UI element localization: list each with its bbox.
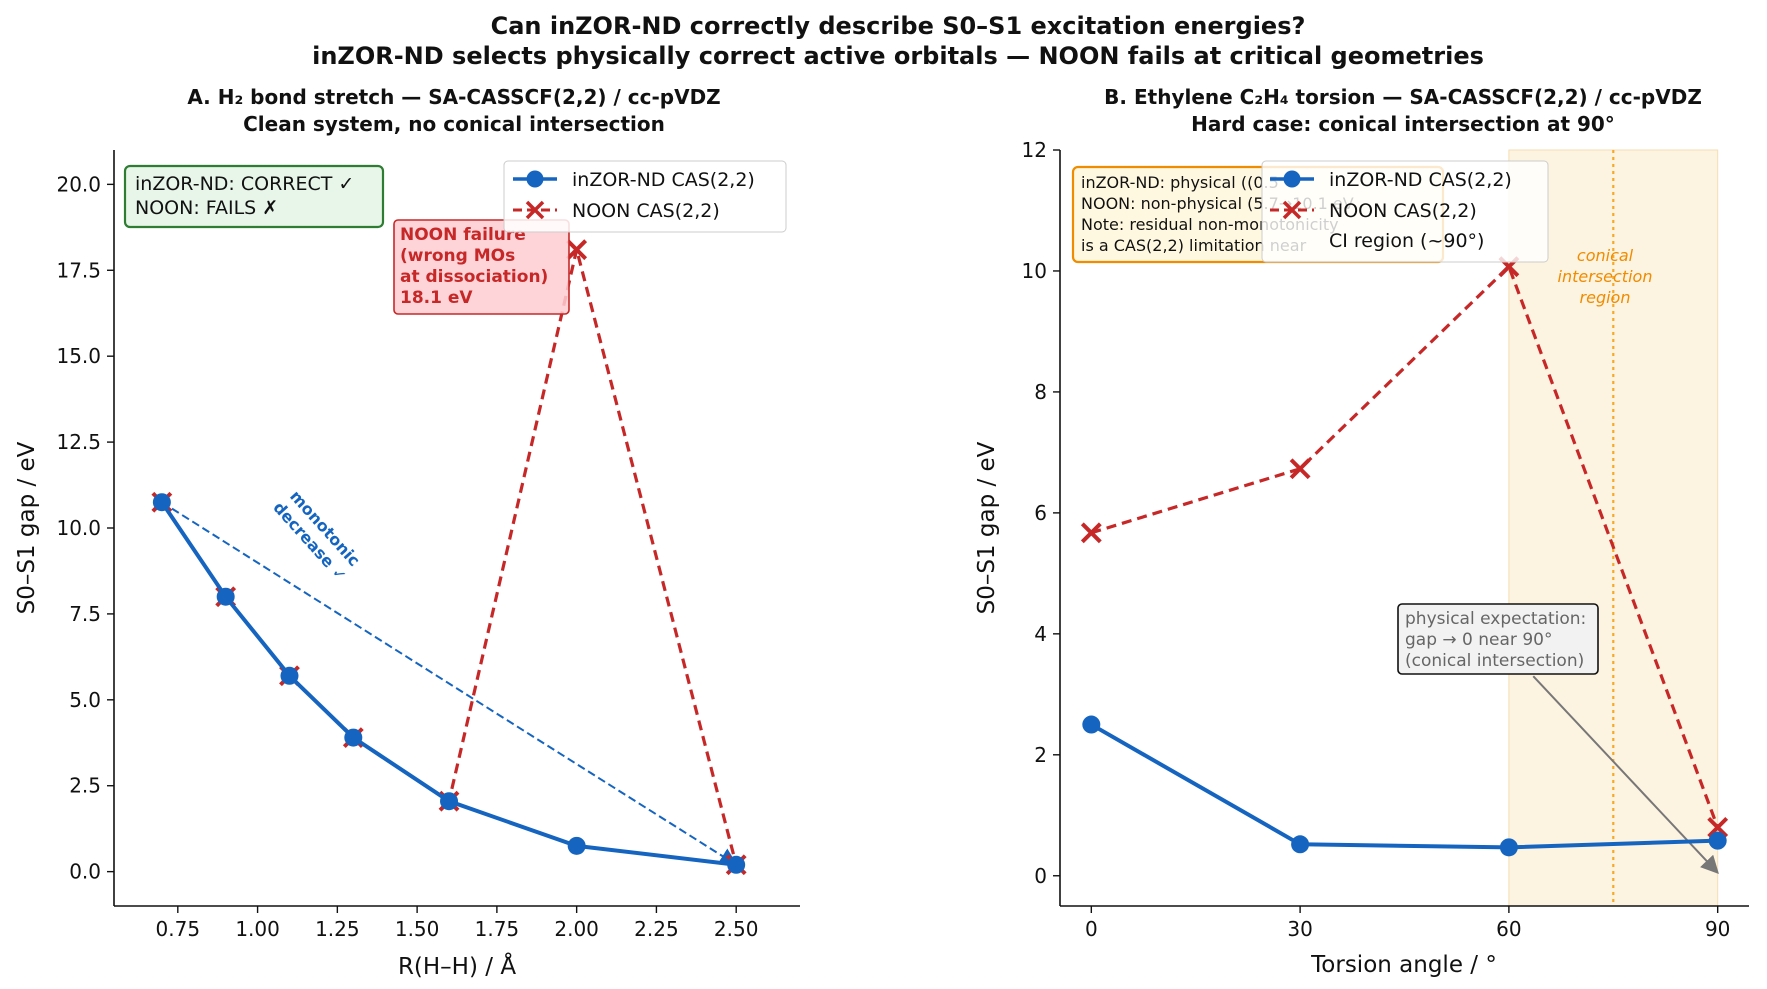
panel-a-inzor-point — [440, 792, 459, 811]
panel-b-ytick-label: 0 — [1034, 864, 1047, 888]
panel-b-noon-point — [1289, 458, 1311, 480]
panel-b-inzor-line — [1090, 722, 1718, 850]
panel-b-ytick-label: 10 — [1022, 259, 1047, 283]
panel-b-subtitle: Hard case: conical intersection at 90° — [1191, 112, 1615, 136]
noon-failure-line3: at dissociation) — [400, 267, 548, 287]
noon-failure-box — [393, 219, 570, 315]
suptitle-line2: inZOR-ND selects physically correct acti… — [312, 42, 1484, 70]
panel-a-ytick-label: 15.0 — [56, 344, 101, 368]
panel-b-ytick-label: 6 — [1034, 501, 1047, 525]
panel-a-inzor-point — [727, 855, 746, 874]
panel-b-inzor-point — [1708, 831, 1727, 850]
panel-a-subtitle: Clean system, no conical intersection — [243, 112, 665, 136]
panel-a-ytick-label: 0.0 — [69, 860, 101, 884]
panel-a-xtick-label: 2.00 — [554, 917, 599, 941]
panel-b-noon-line — [1090, 263, 1720, 828]
panel-a-ytick-label: 20.0 — [56, 172, 101, 196]
legend-a-inzor-label: inZOR-ND CAS(2,2) — [572, 169, 755, 191]
panel-a-xtick-label: 1.25 — [315, 917, 360, 941]
panel-a-xlabel: R(H–H) / Å — [398, 952, 516, 980]
panel-b-ylabel: S0–S1 gap / eV — [974, 441, 1000, 614]
panel-b-series — [1080, 256, 1729, 875]
panel-b: B. Ethylene C₂H₄ torsion — SA-CASSCF(2,2… — [974, 85, 1749, 978]
panel-a-ytick-label: 17.5 — [56, 258, 101, 282]
noon-failure-line2: (wrong MOs — [400, 246, 515, 266]
panel-a-noon-point — [566, 239, 588, 261]
panel-b-legend: inZOR-ND CAS(2,2) NOON CAS(2,2) CI regio… — [1261, 160, 1549, 263]
ci-label-line2: intersection — [1558, 267, 1653, 286]
panel-b-noon-point — [1080, 522, 1102, 544]
legend-b-noon-marker — [1282, 200, 1302, 220]
expectation-line1: physical expectation: — [1405, 609, 1586, 629]
panel-a-inzor-point — [567, 836, 586, 855]
panel-b-inzor-point — [1082, 715, 1101, 734]
legend-b-inzor-label: inZOR-ND CAS(2,2) — [1329, 169, 1512, 191]
panel-b-legend-frame — [1261, 160, 1549, 263]
legend-b-noon-label: NOON CAS(2,2) — [1329, 200, 1477, 222]
panel-a-inzor-point — [344, 728, 363, 747]
panel-b-ytick-label: 8 — [1034, 380, 1047, 404]
panel-a-inzor-point — [216, 587, 235, 606]
panel-a-ytick-label: 10.0 — [56, 516, 101, 540]
panel-b-noon-point — [1707, 816, 1729, 838]
panel-b-xtick-label: 90 — [1705, 917, 1730, 941]
legend-a-noon-marker — [525, 200, 545, 220]
panel-b-ytick-label: 4 — [1034, 622, 1047, 646]
panel-a-xtick-label: 2.25 — [634, 917, 679, 941]
panel-a-xtick-label: 1.75 — [475, 917, 520, 941]
panel-a-ticks: 0.75 1.00 1.25 1.50 1.75 2.00 2.25 2.50 0.0 2.5 5.… — [56, 172, 758, 941]
legend-b-inzor-marker — [1283, 170, 1301, 188]
panel-b-ticks: 0 30 60 90 0 2 4 6 8 10 12 — [1022, 138, 1731, 941]
panel-a-ytick-label: 2.5 — [69, 774, 101, 798]
panel-b-ytick-label: 12 — [1022, 138, 1047, 162]
ci-label-line1: conical — [1577, 246, 1634, 265]
panel-b-ytick-label: 2 — [1034, 743, 1047, 767]
legend-a-inzor-marker — [526, 170, 544, 188]
panel-a-series — [151, 239, 747, 876]
legend-b-ci-label: CI region (~90°) — [1329, 230, 1484, 252]
noon-failure-line4: 18.1 eV — [400, 288, 473, 308]
panel-a-annotation-arrow — [161, 501, 738, 866]
panel-a-xtick-label: 1.00 — [235, 917, 280, 941]
expectation-box — [1397, 603, 1599, 675]
panel-a-ytick-label: 12.5 — [56, 430, 101, 454]
panel-a-ylabel: S0–S1 gap / eV — [14, 441, 40, 614]
panel-a: A. H₂ bond stretch — SA-CASSCF(2,2) / cc… — [14, 85, 800, 980]
panel-a-ytick-label: 5.0 — [69, 688, 101, 712]
panel-b-xlabel: Torsion angle / ° — [1310, 952, 1497, 978]
noon-failure-line1: NOON failure — [400, 225, 526, 245]
expectation-line3: (conical intersection) — [1405, 651, 1584, 671]
legend-a-noon-label: NOON CAS(2,2) — [572, 200, 720, 222]
panel-a-inzor-point — [280, 666, 299, 685]
info-line4: is a CAS(2,2) limitation near — [1081, 236, 1307, 255]
panel-b-xtick-label: 0 — [1085, 917, 1098, 941]
panel-a-xtick-label: 2.50 — [714, 917, 759, 941]
panel-a-legend-frame — [503, 160, 787, 233]
panel-a-ytick-label: 7.5 — [69, 602, 101, 626]
verdict-inzor: inZOR-ND: CORRECT ✓ — [135, 173, 354, 195]
verdict-box — [123, 164, 385, 229]
ci-label-line3: region — [1580, 288, 1631, 307]
panel-b-xtick-label: 30 — [1287, 917, 1312, 941]
panel-a-xtick-label: 0.75 — [156, 917, 201, 941]
panel-b-xtick-label: 60 — [1496, 917, 1521, 941]
panel-a-legend: inZOR-ND CAS(2,2) NOON CAS(2,2) — [503, 160, 787, 233]
panel-b-inzor-point — [1291, 835, 1310, 854]
panel-a-xtick-label: 1.50 — [395, 917, 440, 941]
suptitle-line1: Can inZOR-ND correctly describe S0–S1 ex… — [491, 12, 1306, 40]
panel-a-title: A. H₂ bond stretch — SA-CASSCF(2,2) / cc… — [187, 85, 720, 109]
panel-b-inzor-point — [1499, 838, 1518, 857]
panel-b-title: B. Ethylene C₂H₄ torsion — SA-CASSCF(2,2… — [1104, 85, 1702, 109]
info-line1: inZOR-ND: physical ((0.5 — [1081, 173, 1279, 192]
expectation-line2: gap → 0 near 90° — [1405, 630, 1552, 650]
panel-a-inzor-point — [152, 493, 171, 512]
verdict-noon: NOON: FAILS ✗ — [135, 197, 278, 219]
